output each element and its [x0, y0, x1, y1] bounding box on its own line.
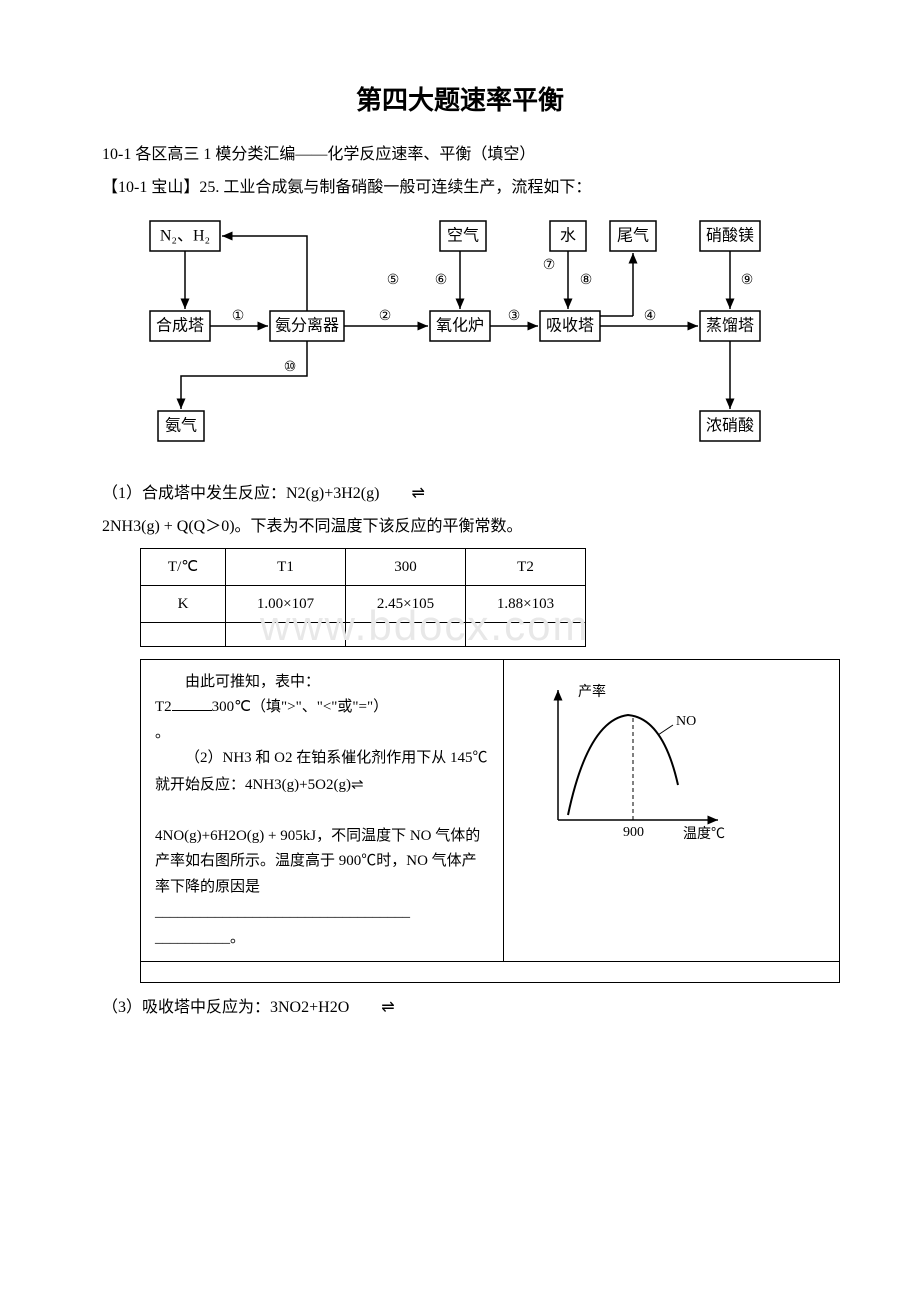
box-anqi: 氨气 [165, 416, 197, 434]
box-n2h2: N₂、H₂ [160, 227, 210, 244]
circle-1: ① [232, 309, 245, 324]
circle-6: ⑥ [435, 273, 448, 288]
subtitle: 10-1 各区高三 1 模分类汇编——化学反应速率、平衡（填空） [70, 142, 850, 168]
table-cell [226, 622, 346, 646]
question-chart-table: 由此可推知，表中： T2 300℃（填">"、"<"或"="） 。 （2）NH3 … [140, 659, 840, 984]
table-cell: 2.45×105 [346, 585, 466, 622]
table-cell: K [141, 585, 226, 622]
box-water: 水 [560, 226, 576, 244]
box-air: 空气 [447, 226, 479, 244]
circle-10: ⑩ [284, 360, 297, 375]
q3-text-content: （3）吸收塔中反应为：3NO2+H2O [102, 999, 349, 1016]
box-xishou: 吸收塔 [546, 316, 594, 334]
process-diagram: N₂、H₂ 空气 水 尾气 硝酸镁 合成塔 氨分离器 氧化炉 吸收塔 蒸馏塔 氨… [110, 211, 810, 461]
table-row: K 1.00×107 2.45×105 1.88×103 [141, 585, 586, 622]
equilibrium-arrow-icon: ⇌ [379, 481, 424, 507]
table-row: T/℃ T1 300 T2 [141, 548, 586, 585]
circle-5: ⑤ [387, 273, 400, 288]
circle-2: ② [379, 309, 392, 324]
box-nongsuan: 浓硝酸 [706, 416, 754, 434]
q2-line3: 。 [155, 725, 170, 741]
circle-7: ⑦ [543, 258, 556, 273]
q2-blank: __________________________________ [155, 904, 410, 920]
empty-row [141, 962, 840, 983]
table-cell [141, 622, 226, 646]
equilibrium-arrow-icon: ⇌ [349, 995, 394, 1021]
xtick-900: 900 [623, 825, 644, 840]
box-yanghua: 氧化炉 [436, 316, 484, 334]
q2-line1: 由此可推知，表中： [185, 674, 320, 690]
table-cell [346, 622, 466, 646]
table-cell [466, 622, 586, 646]
table-cell: T/℃ [141, 548, 226, 585]
equilibrium-table: T/℃ T1 300 T2 K 1.00×107 2.45×105 1.88×1… [140, 548, 586, 647]
page-title: 第四大题速率平衡 [70, 80, 850, 122]
q2-line4: （2）NH3 和 O2 在铂系催化剂作用下从 145℃就开始反应：4NH3(g)… [155, 750, 488, 793]
q1-text: （1）合成塔中发生反应：N2(g)+3H2(g)⇌ [70, 481, 850, 507]
q2-end: __________。 [155, 930, 245, 946]
blank-input [172, 710, 212, 711]
box-tail: 尾气 [617, 226, 649, 244]
table-row [141, 622, 586, 646]
box-hecheng: 合成塔 [156, 316, 204, 334]
q2-text-cell: 由此可推知，表中： T2 300℃（填">"、"<"或"="） 。 （2）NH3 … [141, 659, 504, 962]
table-cell: T2 [466, 548, 586, 585]
equilibrium-arrow-icon: ⇌ [351, 772, 364, 798]
ylabel: 产率 [578, 683, 606, 700]
q2-line5: 4NO(g)+6H2O(g) + 905kJ，不同温度下 NO 气体的产率如右图… [155, 828, 480, 895]
q1-text-2: 2NH3(g) + Q(Q＞0)。下表为不同温度下该反应的平衡常数。 [102, 514, 850, 540]
q1-text-1: （1）合成塔中发生反应：N2(g)+3H2(g) [102, 485, 379, 502]
chart-cell: 产率 温度℃ 900 NO [504, 659, 840, 962]
table-cell: 1.88×103 [466, 585, 586, 622]
q2-line2b: 300℃（填">"、"<"或"="） [212, 699, 388, 715]
q2-t2: T2 [155, 699, 172, 715]
circle-9: ⑨ [741, 273, 754, 288]
box-zhengliu: 蒸馏塔 [706, 316, 754, 334]
circle-8: ⑧ [580, 273, 593, 288]
yield-chart: 产率 温度℃ 900 NO [518, 670, 738, 850]
q3-text: （3）吸收塔中反应为：3NO2+H2O⇌ [70, 995, 850, 1021]
table-cell: 300 [346, 548, 466, 585]
circle-4: ④ [644, 309, 657, 324]
problem-header: 【10-1 宝山】25. 工业合成氨与制备硝酸一般可连续生产，流程如下： [70, 175, 850, 201]
curve-label: NO [676, 714, 696, 729]
box-fenli: 氨分离器 [275, 316, 339, 334]
circle-3: ③ [508, 309, 521, 324]
table-cell: T1 [226, 548, 346, 585]
table-cell: 1.00×107 [226, 585, 346, 622]
box-mgno3: 硝酸镁 [706, 226, 754, 244]
xlabel: 温度℃ [683, 826, 725, 842]
